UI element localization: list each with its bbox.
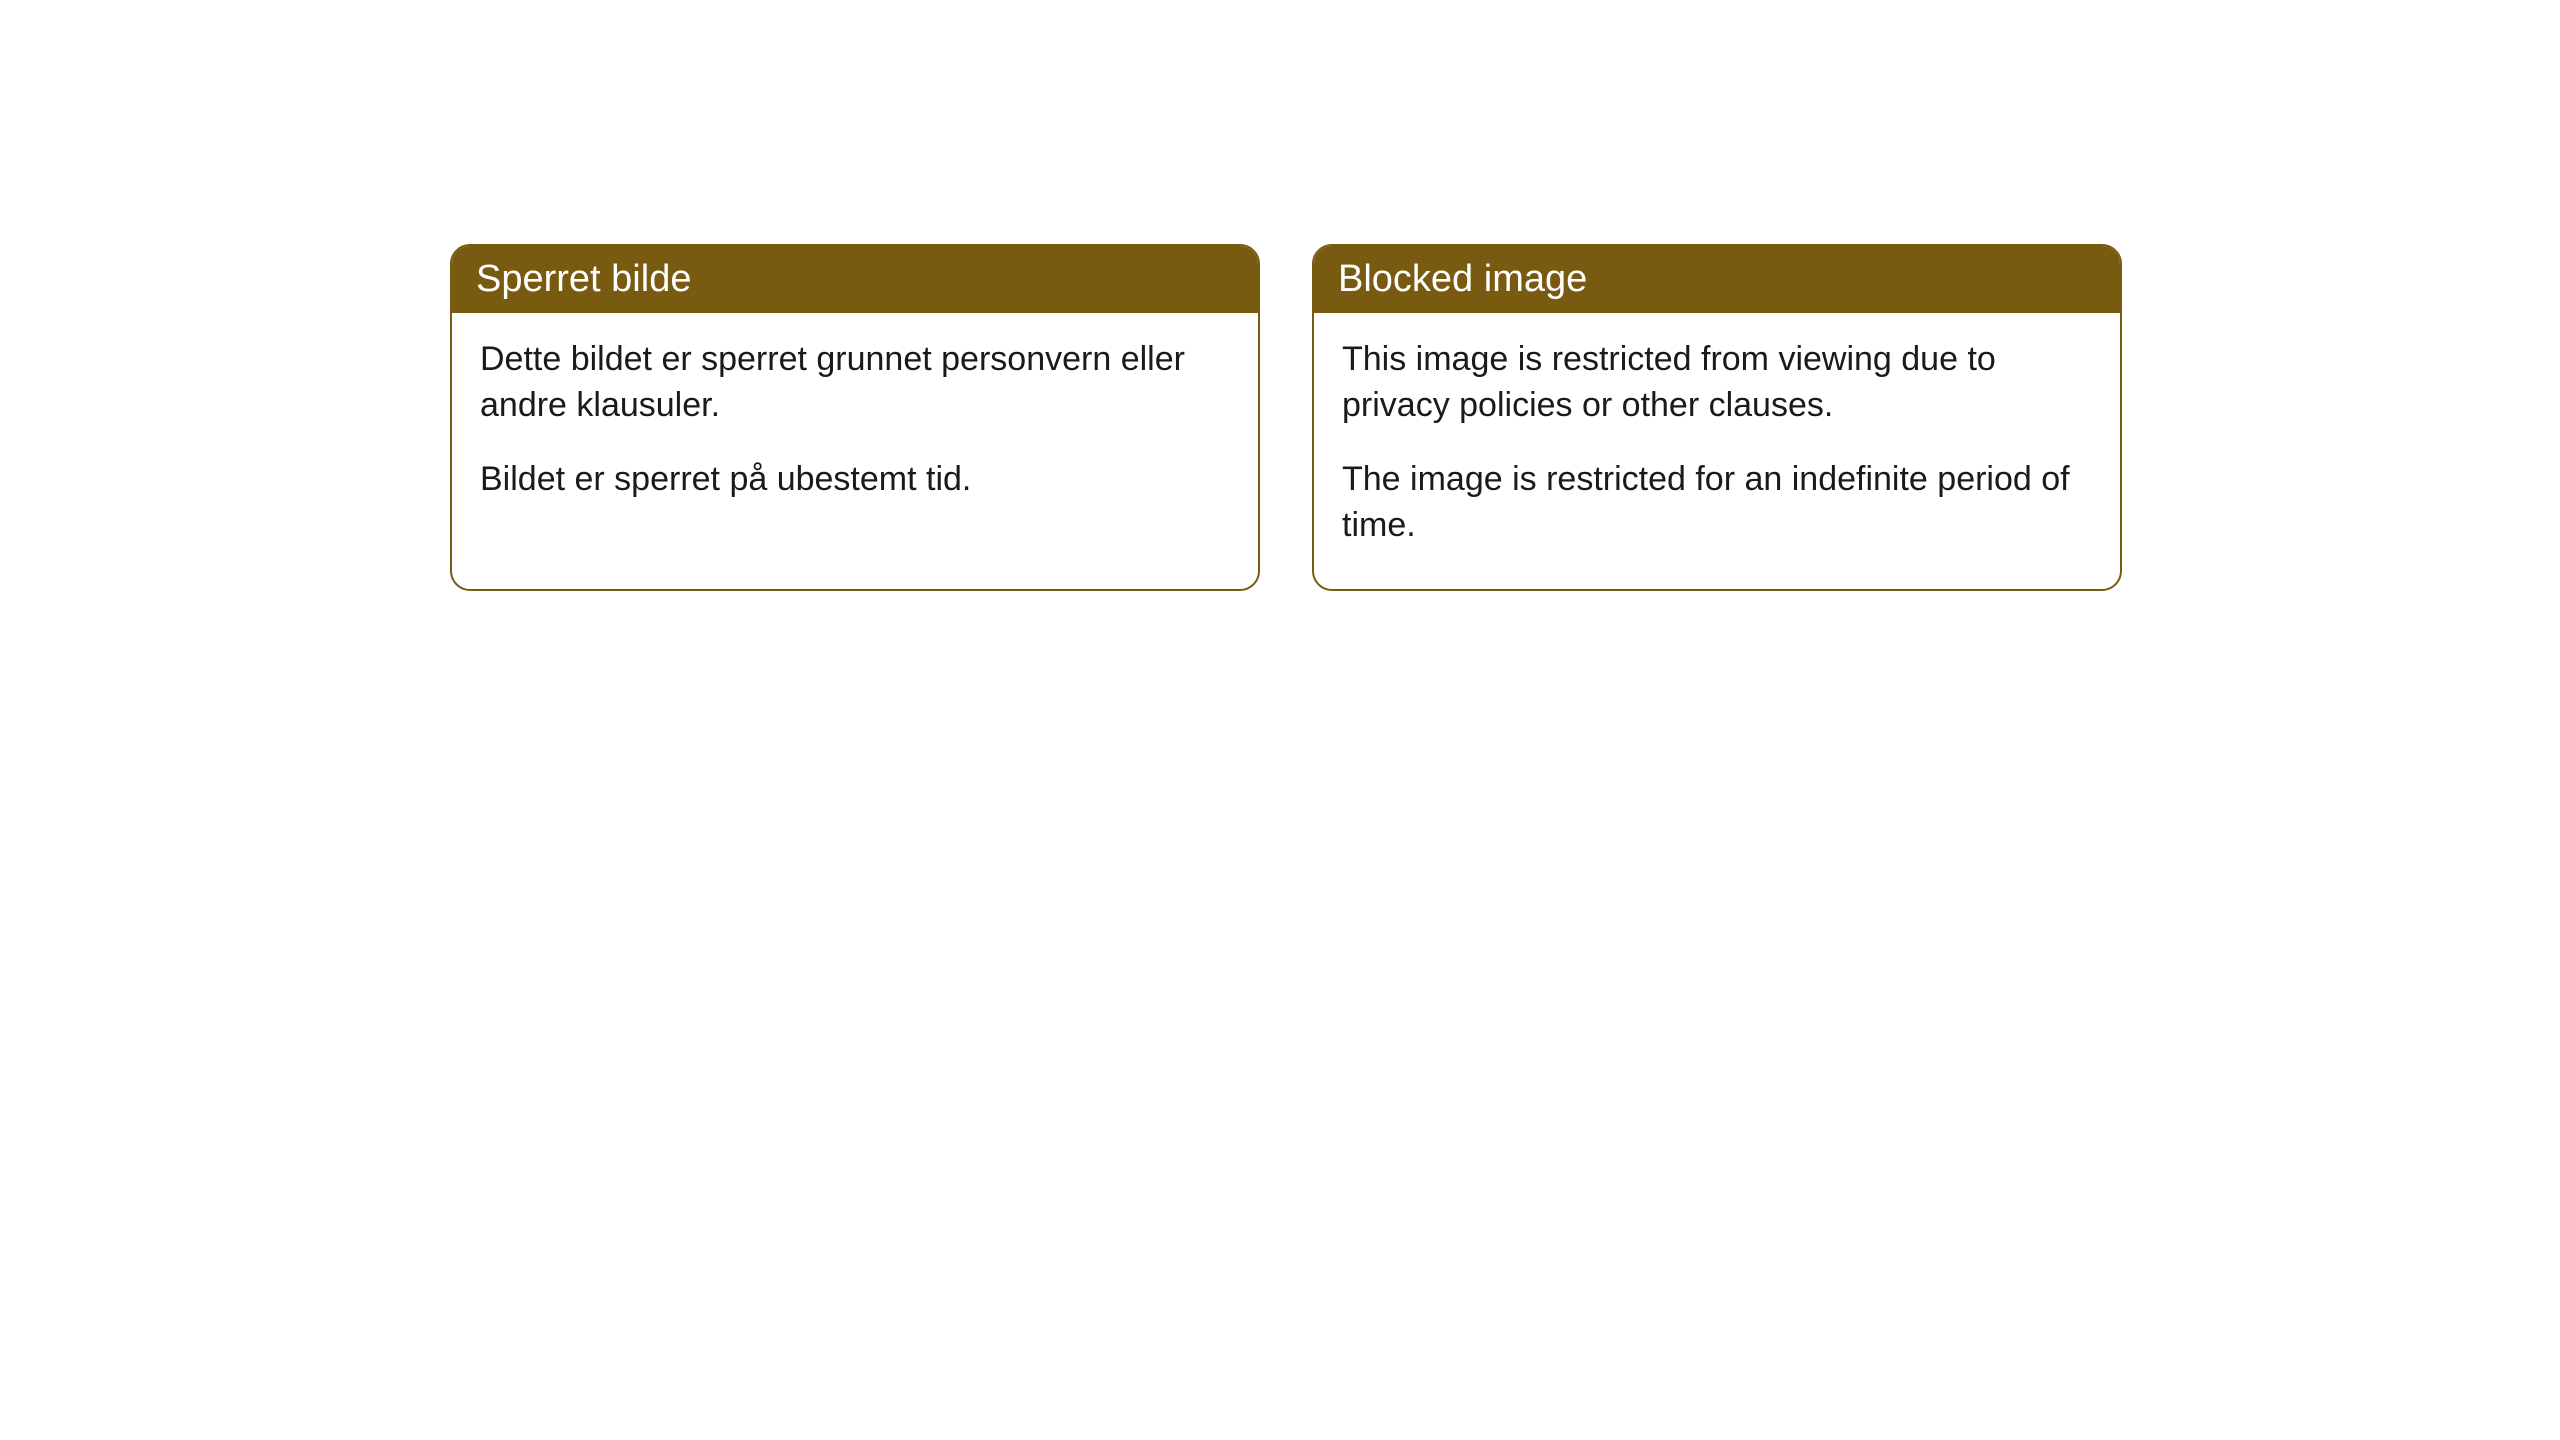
card-paragraph-en-2: The image is restricted for an indefinit… xyxy=(1342,457,2092,549)
blocked-image-card-en: Blocked image This image is restricted f… xyxy=(1312,244,2122,591)
blocked-image-card-no: Sperret bilde Dette bildet er sperret gr… xyxy=(450,244,1260,591)
card-paragraph-no-2: Bildet er sperret på ubestemt tid. xyxy=(480,457,1230,503)
card-header-no: Sperret bilde xyxy=(452,246,1258,313)
cards-container: Sperret bilde Dette bildet er sperret gr… xyxy=(0,0,2560,591)
card-body-en: This image is restricted from viewing du… xyxy=(1314,313,2120,589)
card-body-no: Dette bildet er sperret grunnet personve… xyxy=(452,313,1258,543)
card-paragraph-no-1: Dette bildet er sperret grunnet personve… xyxy=(480,337,1230,429)
card-paragraph-en-1: This image is restricted from viewing du… xyxy=(1342,337,2092,429)
card-header-en: Blocked image xyxy=(1314,246,2120,313)
